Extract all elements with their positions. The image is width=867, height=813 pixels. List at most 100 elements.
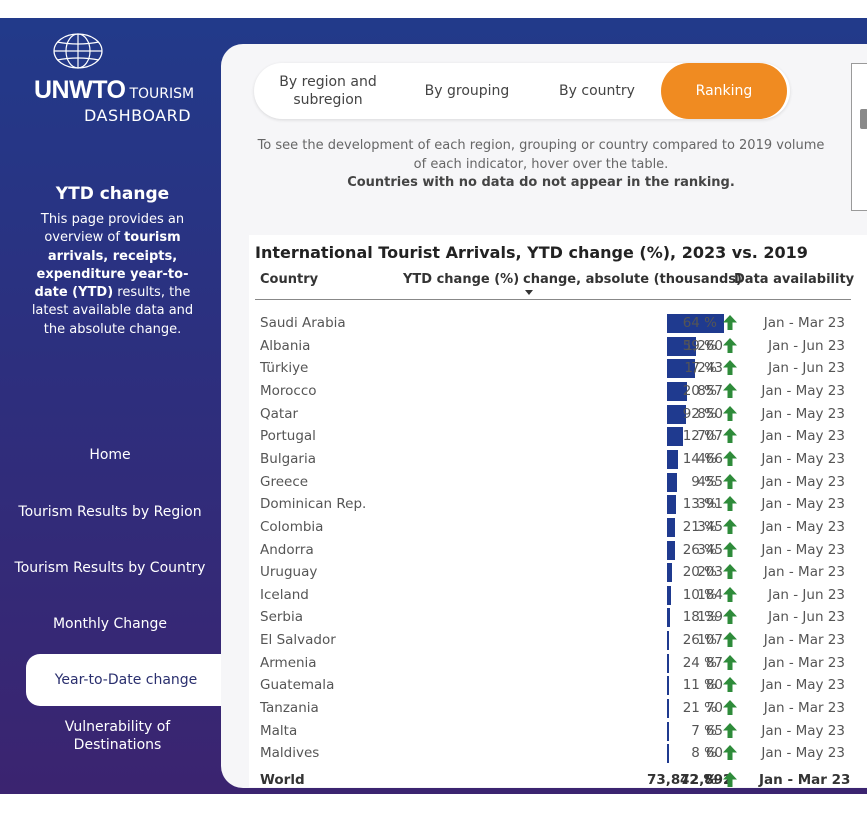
table-row[interactable]: Bulgaria 466 Jan - May 23 14 % (249, 448, 867, 470)
availability-cell: Jan - Mar 23 (763, 654, 845, 671)
abs-change-bar (667, 359, 696, 379)
table-row[interactable]: Türkiye 1,243 Jan - Jun 23 7 % (249, 357, 867, 379)
country-cell: Türkiye (260, 360, 309, 377)
ytd-value: 21 % (682, 700, 717, 717)
table-row[interactable]: Qatar 850 Jan - May 23 92 % (249, 403, 867, 425)
country-cell: Greece (260, 473, 309, 490)
table-row[interactable]: Albania 1,260 Jan - Jun 23 59 % (249, 335, 867, 357)
availability-cell: Jan - May 23 (761, 382, 845, 399)
nav-tourism-results-by-region[interactable]: Tourism Results by Region (18, 504, 202, 520)
ytd-value: 13 % (682, 496, 717, 513)
country-cell: Uruguay (260, 564, 318, 581)
abs-change-bar (667, 517, 675, 537)
abs-change-bar (667, 540, 675, 560)
availability-cell: Jan - May 23 (761, 541, 845, 558)
table-row[interactable]: Iceland 184 Jan - Jun 23 10 % (249, 584, 867, 606)
nav-tourism-results-by-country[interactable]: Tourism Results by Country (14, 560, 206, 576)
table-row[interactable]: El Salvador 107 Jan - Mar 23 26 % (249, 629, 867, 651)
table-total-row[interactable]: World 73,872,892 Jan - Mar 23 42 % (249, 769, 867, 791)
nav-year-to-date-change[interactable]: Year-to-Date change (26, 654, 226, 706)
tab-by-region-and-subregion[interactable]: By region and subregion (279, 74, 377, 108)
ytd-change-cell: 21 % (659, 516, 739, 538)
tab-by-country[interactable]: By country (559, 83, 635, 99)
availability-cell: Jan - Mar 23 (759, 772, 851, 788)
ytd-value: 64 % (682, 315, 717, 331)
abs-change-bar (667, 495, 676, 515)
tab-by-grouping[interactable]: By grouping (424, 83, 510, 99)
header-data-availability[interactable]: Data availability (734, 272, 855, 287)
scroll-handle[interactable] (860, 109, 867, 129)
availability-cell: Jan - May 23 (761, 428, 845, 445)
sort-desc-icon[interactable] (525, 290, 533, 295)
country-cell: Iceland (260, 586, 309, 603)
main-panel: By region and subregion By grouping By c… (221, 44, 867, 788)
abs-change-cell: 345 (697, 518, 723, 535)
info-line: To see the development of each region, g… (257, 138, 825, 172)
table-row[interactable]: Armenia 87 Jan - Mar 23 24 % (249, 652, 867, 674)
table-row[interactable]: Saudi Arabia Jan - Mar 23 64 % (249, 312, 867, 334)
table-row[interactable]: Morocco 857 Jan - May 23 20 % (249, 380, 867, 402)
table-row[interactable]: Portugal 707 Jan - May 23 12 % (249, 425, 867, 447)
abs-change-bar (667, 721, 669, 741)
section-title: YTD change (55, 184, 170, 204)
up-arrow-icon (722, 722, 738, 739)
ytd-value: 11 % (682, 677, 717, 694)
ytd-change-cell: 14 % (659, 448, 739, 470)
abs-change-cell: 1,243 (684, 360, 723, 377)
ytd-change-cell: 9 % (659, 471, 739, 493)
tab-ranking[interactable]: Ranking (661, 63, 787, 119)
logo-main-text: UNWTO (34, 76, 126, 104)
table-row[interactable]: Colombia 345 Jan - May 23 21 % (249, 516, 867, 538)
header-change-absolute[interactable]: change, absolute (thousands) (523, 272, 742, 287)
sidebar: UNWTO TOURISM DASHBOARD YTD change This p… (0, 18, 226, 794)
availability-cell: Jan - May 23 (761, 496, 845, 513)
side-panel-edge[interactable] (851, 63, 867, 211)
ytd-value: 42 % (679, 772, 717, 788)
up-arrow-icon (722, 450, 738, 467)
table-row[interactable]: Malta 65 Jan - May 23 7 % (249, 720, 867, 742)
table-row[interactable]: Guatemala 80 Jan - May 23 11 % (249, 674, 867, 696)
table-row[interactable]: Tanzania 70 Jan - Mar 23 21 % (249, 697, 867, 719)
up-arrow-icon (722, 473, 738, 490)
country-cell: Malta (260, 722, 298, 739)
abs-change-cell: 139 (697, 609, 723, 626)
availability-cell: Jan - May 23 (761, 405, 845, 422)
header-country[interactable]: Country (260, 272, 319, 287)
country-cell: Portugal (260, 428, 316, 445)
country-cell: El Salvador (260, 632, 336, 649)
nav-monthly-change[interactable]: Monthly Change (52, 616, 168, 632)
country-cell: Bulgaria (260, 450, 316, 467)
ytd-change-cell: 21 % (659, 697, 739, 719)
abs-change-cell: 65 (705, 722, 723, 739)
up-arrow-icon (722, 495, 738, 512)
abs-change-cell: 1,260 (684, 337, 723, 354)
country-cell: World (260, 772, 305, 788)
abs-change-cell: 184 (697, 586, 723, 603)
table-row[interactable]: Greece 455 Jan - May 23 9 % (249, 471, 867, 493)
ytd-change-cell: 59 % (659, 335, 739, 357)
availability-cell: Jan - Jun 23 (768, 337, 845, 354)
country-cell: Morocco (260, 382, 317, 399)
table-row[interactable]: Maldives 60 Jan - May 23 8 % (249, 742, 867, 764)
table-row[interactable]: Serbia 139 Jan - Jun 23 18 % (249, 606, 867, 628)
availability-cell: Jan - Jun 23 (768, 586, 845, 603)
abs-change-cell: 345 (697, 541, 723, 558)
abs-change-cell: 80 (705, 677, 723, 694)
ytd-value: 12 % (682, 428, 717, 445)
ytd-change-cell: 13 % (659, 493, 739, 515)
header-ytd-change[interactable]: YTD change (%) (403, 272, 520, 287)
table-row[interactable]: Andorra 345 Jan - May 23 26 % (249, 539, 867, 561)
table-row[interactable]: Dominican Rep. 391 Jan - May 23 13 % (249, 493, 867, 515)
up-arrow-icon (722, 541, 738, 558)
abs-change-bar (667, 676, 669, 696)
nav-vulnerability-of-destinations[interactable]: Vulnerability of Destinations (64, 719, 171, 753)
ytd-value: 7 % (691, 360, 717, 377)
availability-cell: Jan - May 23 (761, 677, 845, 694)
table-row[interactable]: Uruguay 203 Jan - Mar 23 20 % (249, 561, 867, 583)
section-description: This page provides an overview of touris… (30, 211, 195, 339)
description-part: results, the latest available data and t… (31, 285, 194, 337)
description-highlight: tourism arrivals, receipts, expenditure … (34, 230, 189, 301)
nav-home[interactable]: Home (89, 447, 131, 463)
up-arrow-icon (722, 314, 738, 331)
ytd-value: 18 % (682, 609, 717, 626)
